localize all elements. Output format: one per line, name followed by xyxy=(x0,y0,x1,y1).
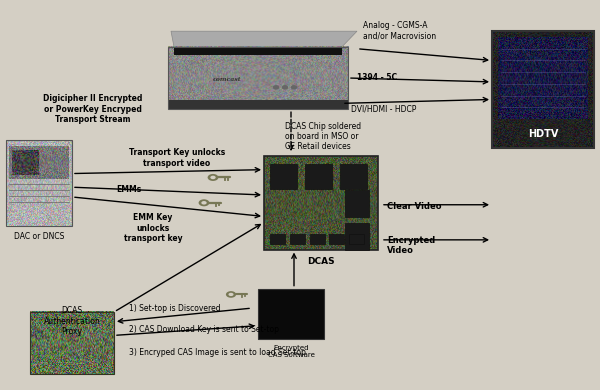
Text: Digicipher II Encrypted
or PowerKey Encryped
Transport Stream: Digicipher II Encrypted or PowerKey Encr… xyxy=(43,94,143,124)
Bar xyxy=(310,234,325,244)
Text: EMM Key
unlocks
transport key: EMM Key unlocks transport key xyxy=(124,213,182,243)
Bar xyxy=(270,164,297,189)
Bar xyxy=(305,164,332,189)
Bar xyxy=(270,234,285,244)
Text: DCAS: DCAS xyxy=(307,257,335,266)
Text: Analog - CGMS-A
and/or Macrovision: Analog - CGMS-A and/or Macrovision xyxy=(363,21,436,41)
Circle shape xyxy=(226,291,236,298)
Polygon shape xyxy=(174,47,342,55)
Bar xyxy=(492,31,594,148)
Circle shape xyxy=(208,174,218,181)
Circle shape xyxy=(202,201,206,204)
Bar xyxy=(264,156,378,250)
Bar xyxy=(290,234,305,244)
Text: DAC or DNCS: DAC or DNCS xyxy=(14,232,64,241)
Circle shape xyxy=(211,176,216,179)
Bar xyxy=(30,312,114,374)
Bar xyxy=(6,140,72,226)
Text: Encrypted
CAS Software: Encrypted CAS Software xyxy=(268,345,314,358)
Polygon shape xyxy=(171,31,357,47)
Text: DCAS Chip soldered
on board in MSO or
CE Retail devices: DCAS Chip soldered on board in MSO or CE… xyxy=(285,122,361,151)
Bar xyxy=(340,164,367,189)
Text: comcast: comcast xyxy=(213,77,242,82)
Text: EMMs: EMMs xyxy=(116,184,142,194)
Circle shape xyxy=(283,86,287,89)
Bar xyxy=(349,234,364,244)
Circle shape xyxy=(199,199,209,206)
Bar xyxy=(168,47,348,109)
Text: Clear Video: Clear Video xyxy=(387,202,442,211)
Circle shape xyxy=(229,293,233,296)
Text: 2) CAS Download Key is sent to Set-top: 2) CAS Download Key is sent to Set-top xyxy=(129,325,279,334)
Text: DCAS
Authentication
Proxy: DCAS Authentication Proxy xyxy=(44,306,100,336)
Bar xyxy=(168,100,348,109)
Bar xyxy=(329,234,344,244)
Circle shape xyxy=(274,86,278,89)
Text: 1394 - 5C: 1394 - 5C xyxy=(357,73,397,83)
Bar xyxy=(258,289,324,339)
Text: Transport Key unlocks
transport video: Transport Key unlocks transport video xyxy=(129,148,225,168)
Text: DVI/HDMI - HDCP: DVI/HDMI - HDCP xyxy=(351,105,416,114)
Bar xyxy=(345,190,369,217)
Text: Encrypted
Video: Encrypted Video xyxy=(387,236,435,255)
Text: HDTV: HDTV xyxy=(528,129,558,139)
Text: 1) Set-top is Discovered: 1) Set-top is Discovered xyxy=(129,303,221,313)
Circle shape xyxy=(292,86,296,89)
Bar xyxy=(345,223,369,250)
Text: 3) Encryped CAS Image is sent to load Set-top: 3) Encryped CAS Image is sent to load Se… xyxy=(129,348,306,358)
